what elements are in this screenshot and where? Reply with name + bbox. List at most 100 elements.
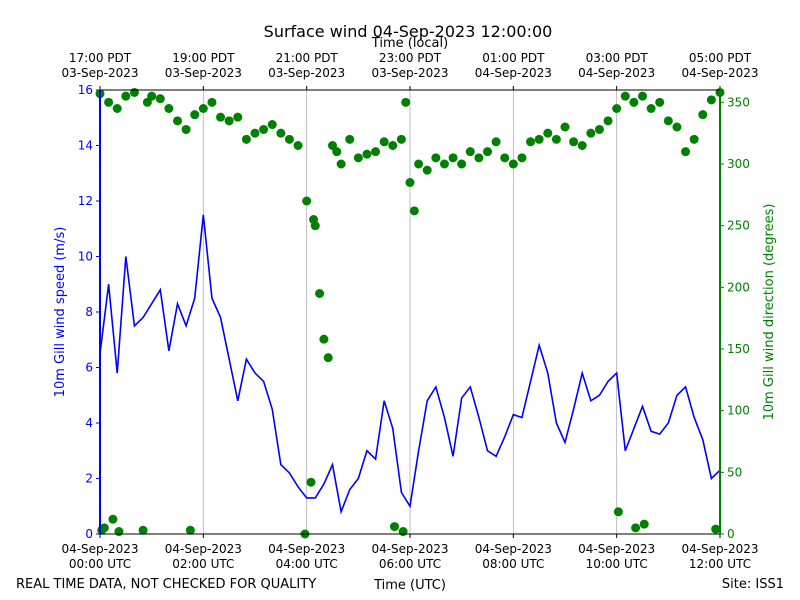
wind-direction-point bbox=[276, 128, 286, 138]
wind-direction-point bbox=[345, 134, 355, 144]
wind-direction-point bbox=[409, 206, 419, 216]
y-tick-label: 10 bbox=[78, 250, 93, 264]
wind-direction-point bbox=[108, 514, 118, 524]
wind-direction-point bbox=[319, 334, 329, 344]
wind-direction-point bbox=[185, 525, 195, 535]
y-tick-label: 6 bbox=[85, 361, 93, 375]
wind-direction-point bbox=[534, 134, 544, 144]
wind-direction-point bbox=[190, 110, 200, 120]
wind-direction-point bbox=[396, 134, 406, 144]
wind-direction-point bbox=[164, 104, 174, 113]
wind-direction-point bbox=[646, 104, 656, 113]
y2-tick-label: 150 bbox=[727, 342, 750, 356]
wind-direction-point bbox=[173, 116, 182, 126]
wind-direction-point bbox=[405, 178, 415, 187]
wind-direction-point bbox=[620, 91, 630, 101]
wind-direction-point bbox=[310, 221, 320, 231]
wind-direction-point bbox=[323, 353, 333, 363]
wind-direction-point bbox=[250, 128, 260, 138]
wind-direction-point bbox=[398, 527, 408, 537]
x-tick-label: 04-Sep-2023 04:00 UTC bbox=[268, 542, 345, 571]
wind-direction-point bbox=[181, 124, 191, 134]
wind-direction-point bbox=[603, 116, 613, 126]
wind-direction-point bbox=[129, 87, 139, 97]
wind-direction-point bbox=[594, 124, 604, 134]
wind-direction-point bbox=[302, 196, 312, 206]
wind-direction-point bbox=[612, 104, 622, 113]
wind-direction-point bbox=[551, 134, 561, 144]
wind-direction-point bbox=[379, 137, 389, 147]
wind-direction-point bbox=[698, 110, 708, 120]
wind-direction-point bbox=[401, 97, 411, 107]
wind-direction-point bbox=[241, 134, 251, 144]
wind-direction-point bbox=[586, 128, 596, 138]
y2-axis-label: 10m Gill wind direction (degrees) bbox=[762, 204, 777, 421]
wind-direction-point bbox=[224, 116, 234, 126]
wind-direction-point bbox=[332, 147, 342, 157]
wind-direction-point bbox=[629, 97, 639, 107]
wind-direction-point bbox=[672, 122, 682, 132]
wind-direction-point bbox=[371, 147, 381, 157]
x2-tick-label: 19:00 PDT 03-Sep-2023 bbox=[165, 51, 242, 80]
wind-direction-point bbox=[526, 137, 536, 147]
x2-tick-label: 03:00 PDT 04-Sep-2023 bbox=[578, 51, 655, 80]
wind-direction-point bbox=[663, 116, 673, 126]
wind-direction-point bbox=[689, 134, 699, 144]
wind-direction-point bbox=[138, 525, 148, 535]
x-tick-label: 04-Sep-2023 12:00 UTC bbox=[681, 542, 758, 571]
x2-tick-label: 21:00 PDT 03-Sep-2023 bbox=[268, 51, 345, 80]
wind-direction-point bbox=[362, 149, 372, 159]
y2-tick-label: 100 bbox=[727, 404, 750, 418]
footer-left: REAL TIME DATA, NOT CHECKED FOR QUALITY bbox=[16, 577, 316, 592]
chart-title: Surface wind 04-Sep-2023 12:00:00 bbox=[264, 22, 553, 41]
wind-direction-point bbox=[284, 134, 294, 144]
wind-direction-point bbox=[639, 519, 649, 529]
wind-direction-point bbox=[681, 147, 691, 157]
y-tick-label: 0 bbox=[85, 527, 93, 541]
wind-direction-point bbox=[422, 165, 432, 175]
wind-speed-line bbox=[99, 214, 721, 515]
wind-direction-point bbox=[491, 137, 501, 147]
wind-direction-point bbox=[414, 159, 424, 169]
wind-direction-point bbox=[448, 153, 458, 163]
wind-direction-point bbox=[198, 104, 208, 113]
y2-tick-label: 300 bbox=[727, 157, 750, 171]
x-tick-label: 04-Sep-2023 02:00 UTC bbox=[165, 542, 242, 571]
x2-tick-label: 23:00 PDT 03-Sep-2023 bbox=[371, 51, 448, 80]
y-tick-label: 16 bbox=[78, 83, 93, 97]
wind-direction-point bbox=[155, 94, 165, 104]
wind-direction-point bbox=[315, 289, 325, 298]
top-axis-label: Time (local) bbox=[371, 36, 448, 51]
wind-direction-point bbox=[99, 523, 109, 533]
wind-direction-point bbox=[147, 91, 157, 101]
wind-direction-point bbox=[517, 153, 527, 163]
y2-tick-label: 200 bbox=[727, 280, 750, 294]
wind-direction-point bbox=[114, 527, 124, 537]
wind-direction-point bbox=[121, 91, 131, 101]
wind-direction-point bbox=[112, 104, 122, 113]
wind-direction-point bbox=[431, 153, 441, 163]
wind-direction-point bbox=[560, 122, 570, 132]
y-axis-label: 10m Gill wind speed (m/s) bbox=[53, 227, 68, 398]
wind-direction-point bbox=[336, 159, 346, 169]
y2-tick-label: 50 bbox=[727, 465, 742, 479]
x2-tick-label: 17:00 PDT 03-Sep-2023 bbox=[61, 51, 138, 80]
x-tick-label: 04-Sep-2023 06:00 UTC bbox=[371, 542, 448, 571]
wind-direction-point bbox=[474, 153, 484, 163]
x2-tick-label: 05:00 PDT 04-Sep-2023 bbox=[681, 51, 758, 80]
y-tick-label: 8 bbox=[85, 305, 93, 319]
wind-direction-point bbox=[353, 153, 363, 163]
wind-direction-point bbox=[457, 159, 467, 169]
y2-tick-label: 0 bbox=[727, 527, 735, 541]
wind-direction-point bbox=[233, 112, 243, 122]
wind-direction-point bbox=[543, 128, 553, 138]
wind-direction-point bbox=[207, 97, 217, 107]
wind-direction-point bbox=[483, 147, 492, 157]
wind-direction-point bbox=[259, 124, 269, 134]
x2-tick-label: 01:00 PDT 04-Sep-2023 bbox=[475, 51, 552, 80]
wind-direction-point bbox=[390, 522, 399, 532]
wind-direction-point bbox=[293, 141, 303, 150]
wind-direction-point bbox=[306, 477, 316, 487]
